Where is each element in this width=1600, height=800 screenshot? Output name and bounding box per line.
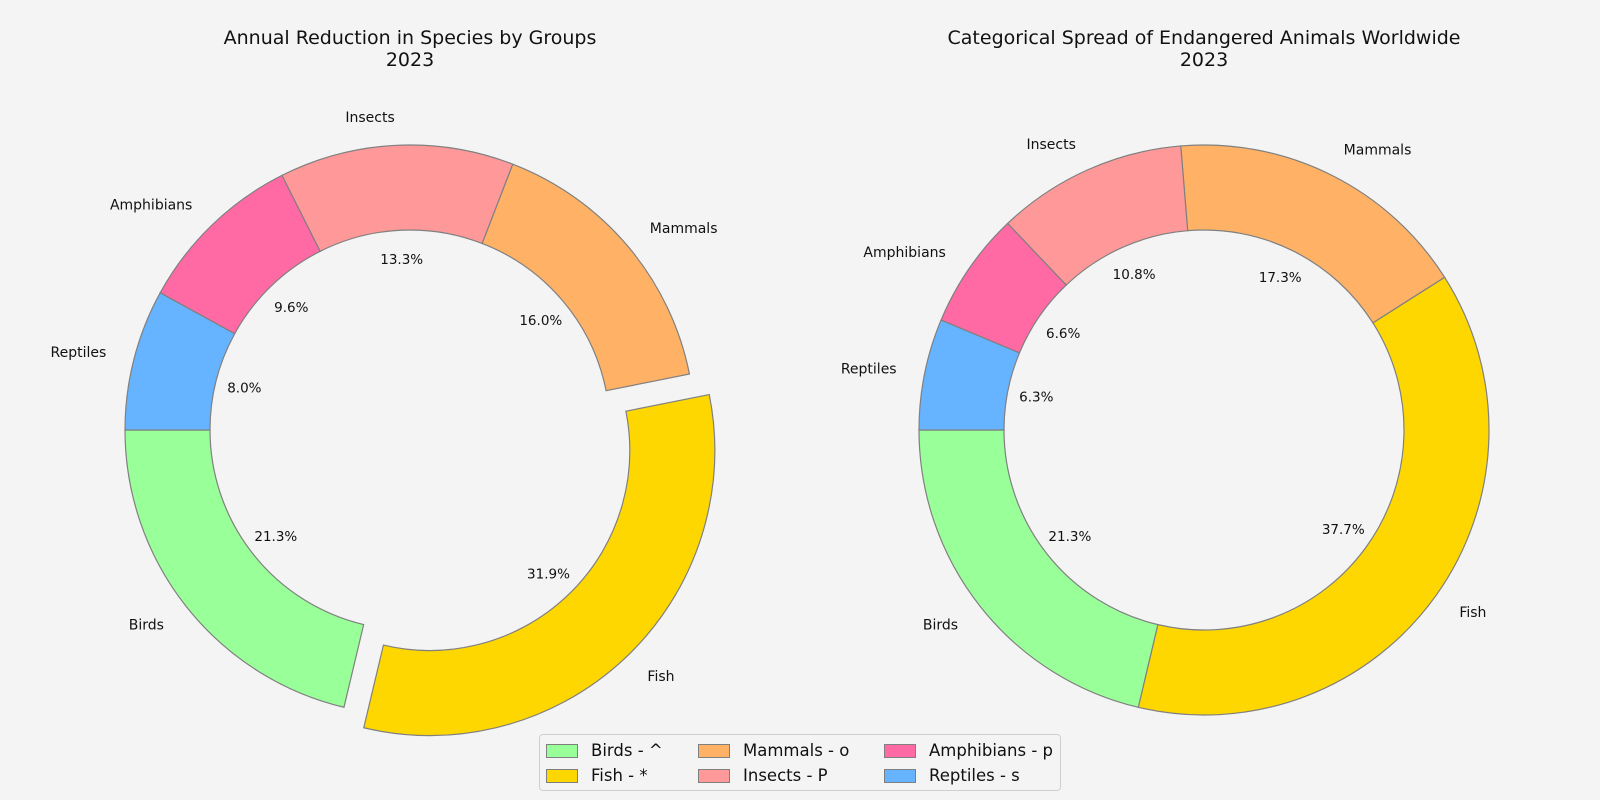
pct-label-birds-chart-2: 21.3%: [1048, 529, 1091, 545]
legend-item-amphibians: Amphibians - p: [884, 738, 1054, 763]
chart-title-2: Categorical Spread of Endangered Animals…: [948, 27, 1461, 71]
legend-label-insects: Insects - P: [743, 766, 828, 785]
slice-label-insects-chart-2: Insects: [1026, 137, 1075, 153]
slice-label-fish-chart-1: Fish: [647, 669, 674, 685]
legend: Birds - ^ Mammals - o Amphibians - p Fis…: [539, 734, 1061, 791]
slice-label-fish-chart-2: Fish: [1459, 605, 1486, 621]
slice-label-amphibians-chart-2: Amphibians: [863, 245, 945, 261]
slice-label-reptiles-chart-1: Reptiles: [51, 345, 107, 361]
legend-label-birds: Birds - ^: [591, 741, 663, 760]
donut-chart-2: Categorical Spread of Endangered Animals…: [841, 27, 1490, 716]
legend-swatch-birds: [546, 743, 578, 758]
slice-mammals-chart-2: [1180, 144, 1446, 324]
legend-item-fish: Fish - *: [546, 763, 698, 788]
legend-label-mammals: Mammals - o: [743, 741, 850, 760]
slice-birds-chart-1: [124, 429, 365, 708]
legend-swatch-fish: [546, 768, 578, 783]
legend-label-fish: Fish - *: [591, 766, 648, 785]
pct-label-insects-chart-2: 10.8%: [1113, 267, 1156, 283]
slice-label-amphibians-chart-1: Amphibians: [110, 197, 192, 213]
legend-item-birds: Birds - ^: [546, 738, 698, 763]
legend-swatch-mammals: [698, 743, 730, 758]
donut-chart-1: Annual Reduction in Species by Groups 202…: [51, 27, 718, 737]
slice-fish-chart-1: [363, 393, 716, 737]
legend-item-mammals: Mammals - o: [698, 738, 884, 763]
pct-label-amphibians-chart-2: 6.6%: [1046, 326, 1080, 342]
pct-label-mammals-chart-1: 16.0%: [519, 313, 562, 329]
pct-label-fish-chart-1: 31.9%: [527, 567, 570, 583]
pct-label-birds-chart-1: 21.3%: [254, 529, 297, 545]
slice-reptiles-chart-2: [918, 319, 1021, 431]
legend-label-amphibians: Amphibians - p: [929, 741, 1054, 760]
legend-swatch-amphibians: [884, 743, 916, 758]
legend-swatch-insects: [698, 768, 730, 783]
pct-label-insects-chart-1: 13.3%: [380, 252, 423, 268]
legend-item-insects: Insects - P: [698, 763, 884, 788]
slice-label-reptiles-chart-2: Reptiles: [841, 361, 897, 377]
pct-label-reptiles-chart-1: 8.0%: [227, 381, 261, 397]
legend-swatch-reptiles: [884, 768, 916, 783]
legend-label-reptiles: Reptiles - s: [929, 766, 1020, 785]
legend-item-reptiles: Reptiles - s: [884, 763, 1054, 788]
slice-insects-chart-1: [281, 144, 514, 253]
slice-label-mammals-chart-1: Mammals: [650, 221, 718, 237]
slice-fish-chart-2: [1137, 276, 1490, 716]
slice-label-birds-chart-2: Birds: [923, 617, 958, 633]
slice-label-mammals-chart-2: Mammals: [1344, 142, 1412, 158]
pct-label-mammals-chart-2: 17.3%: [1259, 270, 1302, 286]
slice-mammals-chart-1: [481, 163, 691, 392]
slice-reptiles-chart-1: [124, 292, 236, 431]
pct-label-amphibians-chart-1: 9.6%: [274, 300, 308, 316]
pct-label-reptiles-chart-2: 6.3%: [1019, 389, 1053, 405]
pct-label-fish-chart-2: 37.7%: [1322, 522, 1365, 538]
slice-label-insects-chart-1: Insects: [345, 110, 394, 126]
slice-birds-chart-2: [918, 429, 1159, 709]
slice-label-birds-chart-1: Birds: [129, 617, 164, 633]
chart-title-1: Annual Reduction in Species by Groups 202…: [224, 27, 597, 71]
